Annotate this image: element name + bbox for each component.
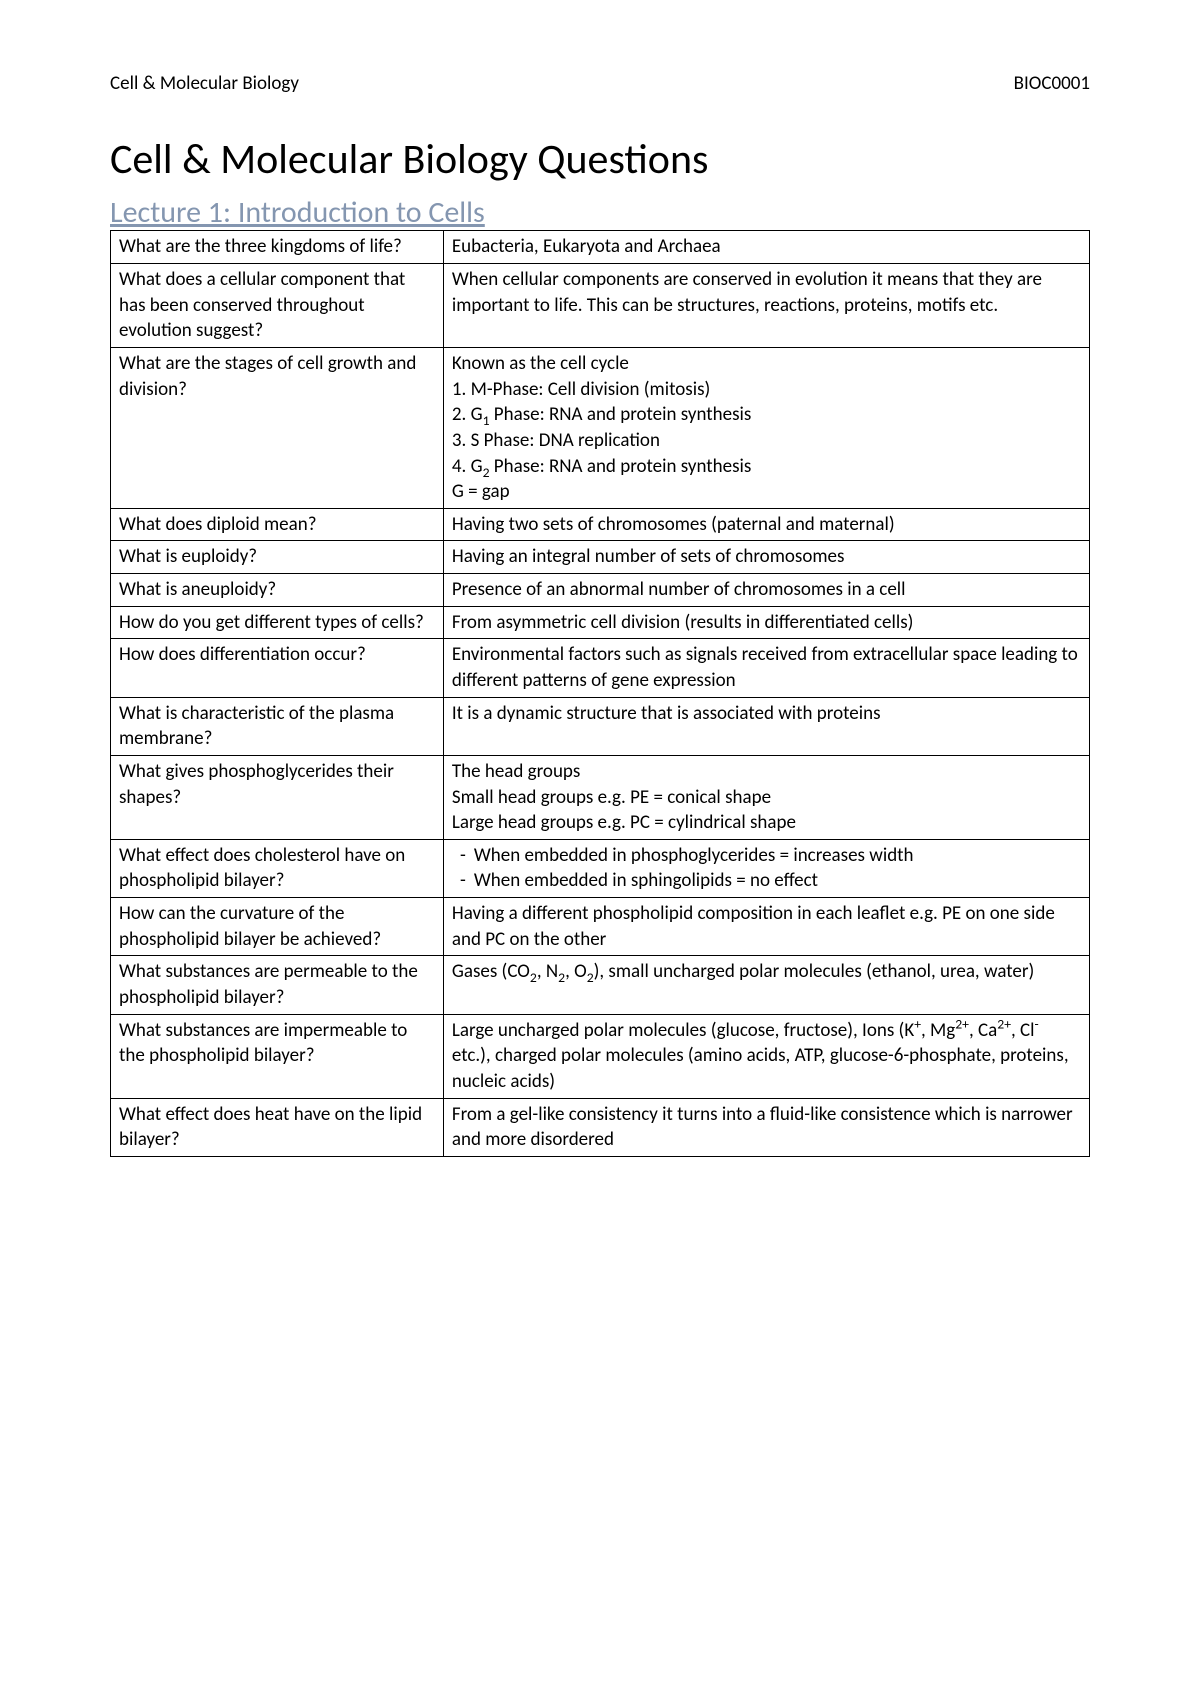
answer-text: Environmental factors such as signals re… [452, 642, 1081, 693]
answer-text: Small head groups e.g. PE = conical shap… [452, 785, 1081, 811]
answer-text: Eubacteria, Eukaryota and Archaea [452, 234, 1081, 260]
table-row: What gives phosphoglycerides their shape… [111, 755, 1090, 839]
answer-cell: Eubacteria, Eukaryota and Archaea [443, 231, 1089, 264]
answer-cell: From a gel-like consistency it turns int… [443, 1098, 1089, 1156]
table-row: What are the stages of cell growth and d… [111, 347, 1090, 508]
answer-cell: When cellular components are conserved i… [443, 264, 1089, 348]
answer-cell: From asymmetric cell division (results i… [443, 606, 1089, 639]
answer-cell: Environmental factors such as signals re… [443, 639, 1089, 697]
answer-text: It is a dynamic structure that is associ… [452, 701, 1081, 727]
table-row: What does a cellular component that has … [111, 264, 1090, 348]
table-row: What effect does cholesterol have on pho… [111, 839, 1090, 897]
answer-cell: It is a dynamic structure that is associ… [443, 697, 1089, 755]
question-cell: What are the three kingdoms of life? [111, 231, 444, 264]
answer-text: Having a different phospholipid composit… [452, 901, 1081, 952]
answer-text: Presence of an abnormal number of chromo… [452, 577, 1081, 603]
question-cell: What does a cellular component that has … [111, 264, 444, 348]
answer-text: 4. G2 Phase: RNA and protein synthesis [452, 454, 1081, 480]
table-row: What substances are impermeable to the p… [111, 1014, 1090, 1098]
answer-cell: Having two sets of chromosomes (paternal… [443, 508, 1089, 541]
question-cell: What substances are permeable to the pho… [111, 956, 444, 1014]
answer-text: From asymmetric cell division (results i… [452, 610, 1081, 636]
answer-text: From a gel-like consistency it turns int… [452, 1102, 1081, 1153]
table-row: What substances are permeable to the pho… [111, 956, 1090, 1014]
page-header: Cell & Molecular Biology BIOC0001 [110, 72, 1090, 95]
answer-text: When cellular components are conserved i… [452, 267, 1081, 318]
question-cell: What is aneuploidy? [111, 574, 444, 607]
question-cell: What gives phosphoglycerides their shape… [111, 755, 444, 839]
question-cell: What effect does cholesterol have on pho… [111, 839, 444, 897]
table-row: How does differentiation occur?Environme… [111, 639, 1090, 697]
table-row: How can the curvature of the phospholipi… [111, 898, 1090, 956]
answer-text: The head groups [452, 759, 1081, 785]
question-cell: What effect does heat have on the lipid … [111, 1098, 444, 1156]
answer-bullet: -When embedded in phosphoglycerides = in… [452, 843, 1081, 869]
answer-cell: The head groupsSmall head groups e.g. PE… [443, 755, 1089, 839]
answer-text: 1. M-Phase: Cell division (mitosis) [452, 377, 1081, 403]
answer-bullet: -When embedded in sphingolipids = no eff… [452, 868, 1081, 894]
question-cell: What are the stages of cell growth and d… [111, 347, 444, 508]
answer-text: Having two sets of chromosomes (paternal… [452, 512, 1081, 538]
table-row: What is euploidy? Having an integral numb… [111, 541, 1090, 574]
table-row: What effect does heat have on the lipid … [111, 1098, 1090, 1156]
answer-text: Having an integral number of sets of chr… [452, 544, 1081, 570]
answer-text: 2. G1 Phase: RNA and protein synthesis [452, 402, 1081, 428]
answer-text: When embedded in sphingolipids = no effe… [474, 868, 1081, 894]
document-title: Cell & Molecular Biology Questions [110, 135, 1090, 185]
answer-text: When embedded in phosphoglycerides = inc… [474, 843, 1081, 869]
header-left: Cell & Molecular Biology [110, 72, 299, 95]
answer-cell: Known as the cell cycle1. M-Phase: Cell … [443, 347, 1089, 508]
question-cell: How do you get different types of cells? [111, 606, 444, 639]
bullet-dash-icon: - [452, 868, 474, 894]
table-row: What are the three kingdoms of life? Euba… [111, 231, 1090, 264]
table-row: What is aneuploidy? Presence of an abnorm… [111, 574, 1090, 607]
answer-cell: Presence of an abnormal number of chromo… [443, 574, 1089, 607]
header-right: BIOC0001 [1014, 72, 1090, 95]
question-cell: How does differentiation occur? [111, 639, 444, 697]
question-cell: How can the curvature of the phospholipi… [111, 898, 444, 956]
answer-cell: Having an integral number of sets of chr… [443, 541, 1089, 574]
answer-text: Large uncharged polar molecules (glucose… [452, 1018, 1081, 1095]
answer-text: Large head groups e.g. PC = cylindrical … [452, 810, 1081, 836]
answer-cell: Gases (CO2, N2, O2), small uncharged pol… [443, 956, 1089, 1014]
qa-table: What are the three kingdoms of life? Euba… [110, 230, 1090, 1157]
table-row: What does diploid mean? Having two sets o… [111, 508, 1090, 541]
answer-text: Known as the cell cycle [452, 351, 1081, 377]
answer-cell: Large uncharged polar molecules (glucose… [443, 1014, 1089, 1098]
answer-cell: Having a different phospholipid composit… [443, 898, 1089, 956]
answer-cell: -When embedded in phosphoglycerides = in… [443, 839, 1089, 897]
section-title: Lecture 1: Introduction to Cells [110, 193, 1090, 232]
question-cell: What is euploidy? [111, 541, 444, 574]
question-cell: What substances are impermeable to the p… [111, 1014, 444, 1098]
answer-text: Gases (CO2, N2, O2), small uncharged pol… [452, 959, 1081, 985]
table-row: What is characteristic of the plasma mem… [111, 697, 1090, 755]
question-cell: What is characteristic of the plasma mem… [111, 697, 444, 755]
question-cell: What does diploid mean? [111, 508, 444, 541]
answer-text: 3. S Phase: DNA replication [452, 428, 1081, 454]
table-row: How do you get different types of cells?… [111, 606, 1090, 639]
document-page: Cell & Molecular Biology BIOC0001 Cell &… [0, 0, 1200, 1698]
answer-text: G = gap [452, 479, 1081, 505]
bullet-dash-icon: - [452, 843, 474, 869]
